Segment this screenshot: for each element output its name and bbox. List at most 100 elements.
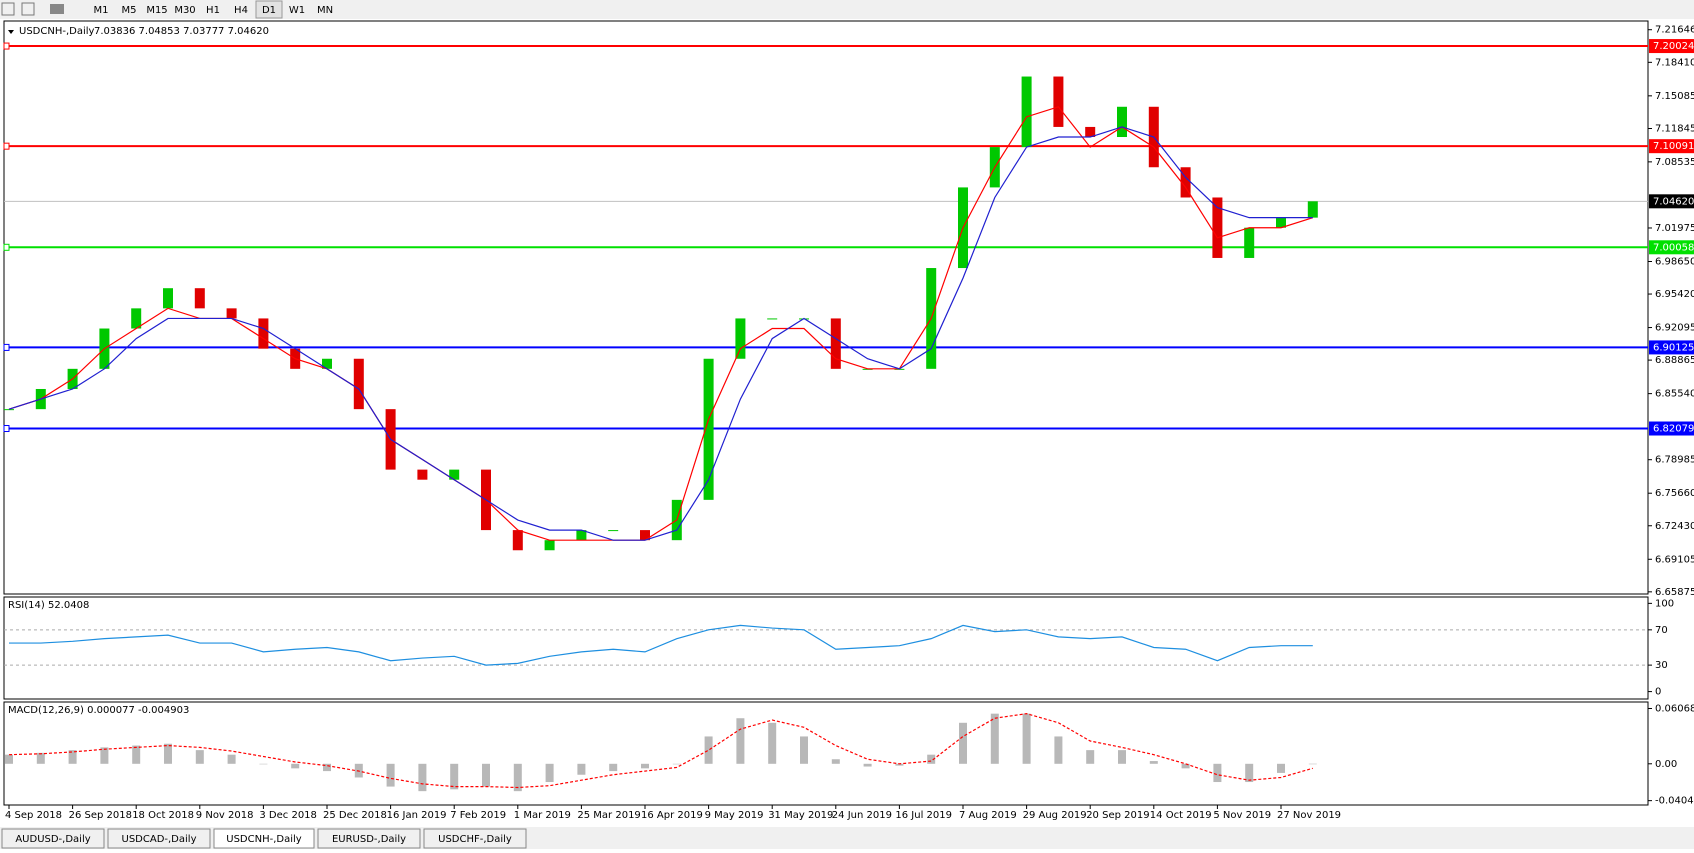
x-tick-label: 5 Nov 2019 [1213,810,1271,821]
macd-bar [5,754,13,764]
macd-bar [927,754,936,764]
macd-bar [68,750,77,764]
chart-tab[interactable] [107,828,211,849]
rsi-panel [3,596,1649,700]
candle [1085,126,1096,138]
level-label: 7.20024 [1653,41,1694,52]
x-tick-label: 29 Aug 2019 [1023,810,1087,821]
toolbar-icon[interactable] [21,2,35,16]
macd-bar [672,763,681,765]
chart-tab[interactable] [1,828,105,849]
timeframe-button[interactable]: M30 [174,5,195,16]
candle [703,358,714,500]
level-handle[interactable] [3,343,10,351]
chart-tab-label[interactable]: USDCNH-,Daily [226,834,302,845]
level-label-box [1649,240,1694,255]
chart-tab-label[interactable]: AUDUSD-,Daily [15,834,90,845]
timeframe-button[interactable]: MN [317,5,333,16]
x-tick-label: 1 Mar 2019 [514,810,571,821]
x-tick-label: 7 Feb 2019 [450,810,506,821]
y-tick-label: 6.69105 [1655,554,1694,565]
timeframe-button[interactable]: M15 [146,5,167,16]
macd-bar [482,763,490,787]
candle [1053,76,1064,127]
timeframe-button[interactable]: H1 [206,5,220,16]
x-tick-label: 3 Dec 2018 [259,810,317,821]
candle [163,288,173,309]
candle [1212,197,1223,258]
macd-bar [959,722,967,764]
toolbar-icon[interactable] [1,2,15,16]
x-tick-label: 25 Dec 2018 [323,810,387,821]
macd-panel [3,701,1649,806]
candle [830,318,841,369]
macd-bar [768,722,777,764]
y-tick-label: 6.85540 [1655,389,1694,400]
y-tick-label: 6.65875 [1655,587,1694,598]
x-tick-label: 9 May 2019 [705,810,764,821]
macd-bar [895,763,904,766]
macd-bar [1213,763,1222,783]
macd-bar [132,745,141,764]
chart-tab[interactable] [213,828,315,849]
level-handle[interactable] [3,243,10,251]
y-tick-label: 0.060687 [1655,703,1694,714]
y-tick-label: 7.11845 [1655,123,1694,134]
timeframe-button[interactable]: M1 [94,5,109,16]
macd-bar [1086,750,1095,764]
candle [322,358,332,369]
timeframe-button[interactable]: M5 [122,5,137,16]
macd-bar [386,763,395,787]
candle [1307,201,1318,218]
chart-tab-label[interactable]: EURUSD-,Daily [332,834,406,845]
x-tick-label: 18 Oct 2018 [132,810,194,821]
macd-bar [1149,761,1158,764]
chart-tab[interactable] [423,828,527,849]
y-tick-label: 7.01975 [1655,223,1694,234]
macd-bar [195,750,204,764]
macd-bar [641,763,649,769]
collapse-icon[interactable] [8,30,14,34]
macd-bar [736,718,745,764]
timeframe-active [255,0,283,19]
macd-bar [227,754,236,764]
toolbar-icon[interactable] [50,4,64,14]
current-price-box [1649,194,1694,209]
chart-tab-label[interactable]: USDCHF-,Daily [438,834,512,845]
candle [767,318,778,320]
y-tick-label: 7.21646 [1655,25,1694,36]
level-handle[interactable] [3,142,10,150]
x-tick-label: 24 Jun 2019 [832,810,892,821]
candle [194,288,205,309]
candle [512,530,523,551]
level-handle[interactable] [3,42,10,50]
macd-bar [1245,763,1254,783]
timeframe-button[interactable]: W1 [289,5,305,16]
level-handle[interactable] [3,425,10,433]
macd-bar [1308,763,1317,765]
x-tick-label: 16 Jul 2019 [895,810,952,821]
chart-title: USDCNH-,Daily [19,26,95,37]
macd-bar [1277,763,1285,773]
macd-bar [1181,763,1190,769]
macd-bar [513,763,522,792]
chart-tab[interactable] [317,828,421,849]
candle [1180,167,1191,198]
candle [353,358,364,410]
y-tick-label: 6.72430 [1655,521,1694,532]
candle [735,318,746,359]
x-tick-label: 25 Mar 2019 [577,810,640,821]
candle [576,530,587,541]
macd-bar [704,736,713,764]
timeframe-button[interactable]: D1 [262,5,276,16]
timeframe-button[interactable]: H4 [234,5,248,16]
y-tick-label: 0 [1655,687,1661,698]
chart-tab-label[interactable]: USDCAD-,Daily [122,834,197,845]
macd-bar [418,763,427,792]
candle [417,469,428,480]
y-tick-label: 7.18410 [1655,57,1694,68]
macd-bar [164,743,172,764]
x-tick-label: 14 Oct 2019 [1150,810,1212,821]
ma-slow-line [8,126,1313,541]
candle [1117,106,1127,138]
